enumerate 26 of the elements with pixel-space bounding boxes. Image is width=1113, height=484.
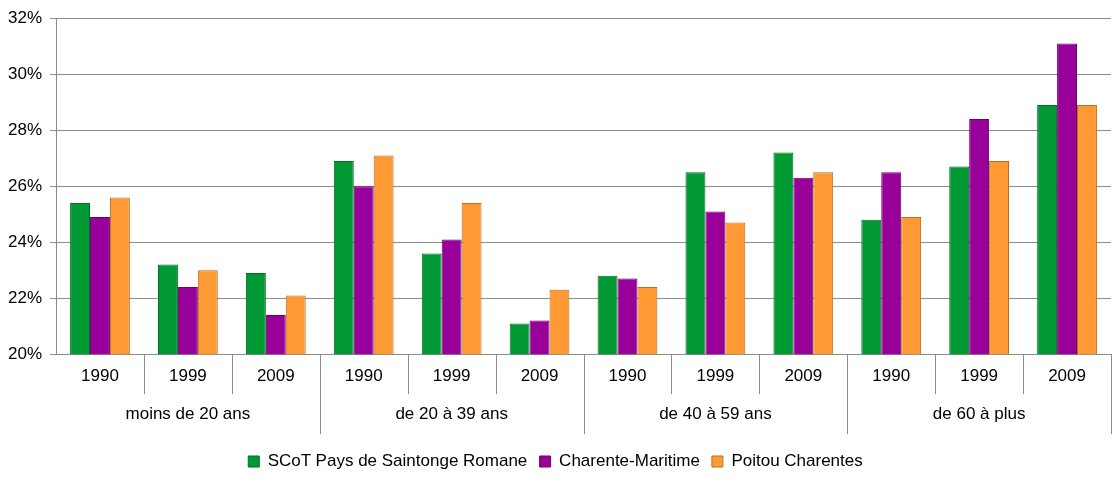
text: de 40 à 59 ans [659,403,772,423]
legend-label: Poitou Charentes [731,451,863,471]
x-tick-label: 1999 [432,366,471,386]
y-tick-label: 24% [7,231,43,251]
legend-label: Charente-Maritime [559,451,700,471]
legend-label: SCoT Pays de Saintonge Romane [267,451,528,471]
x-tick-label: 2009 [256,366,295,386]
y-tick-label: 32% [7,7,43,27]
x-tick-label: 2009 [1048,366,1086,386]
text: de 60 à plus [932,403,1026,423]
x-tick-label: 1990 [81,366,119,386]
x-tick-label: 1990 [872,366,911,386]
y-tick-label: 26% [7,175,43,195]
x-tick-label: 2009 [520,366,559,386]
y-tick-label: 20% [7,343,43,363]
x-tick-label: 1990 [608,366,647,386]
x-tick-label: 1990 [344,366,383,386]
x-tick-label: 1999 [696,366,735,386]
y-tick-label: 28% [7,119,43,139]
x-tick-label: 1999 [168,366,207,386]
text: moins de 20 ans [125,403,251,423]
y-tick-label: 22% [7,287,43,307]
x-tick-label: 2009 [784,366,823,386]
text: de 20 à 39 ans [395,403,508,423]
x-tick-label: 1999 [960,366,999,386]
y-tick-label: 30% [7,63,43,83]
